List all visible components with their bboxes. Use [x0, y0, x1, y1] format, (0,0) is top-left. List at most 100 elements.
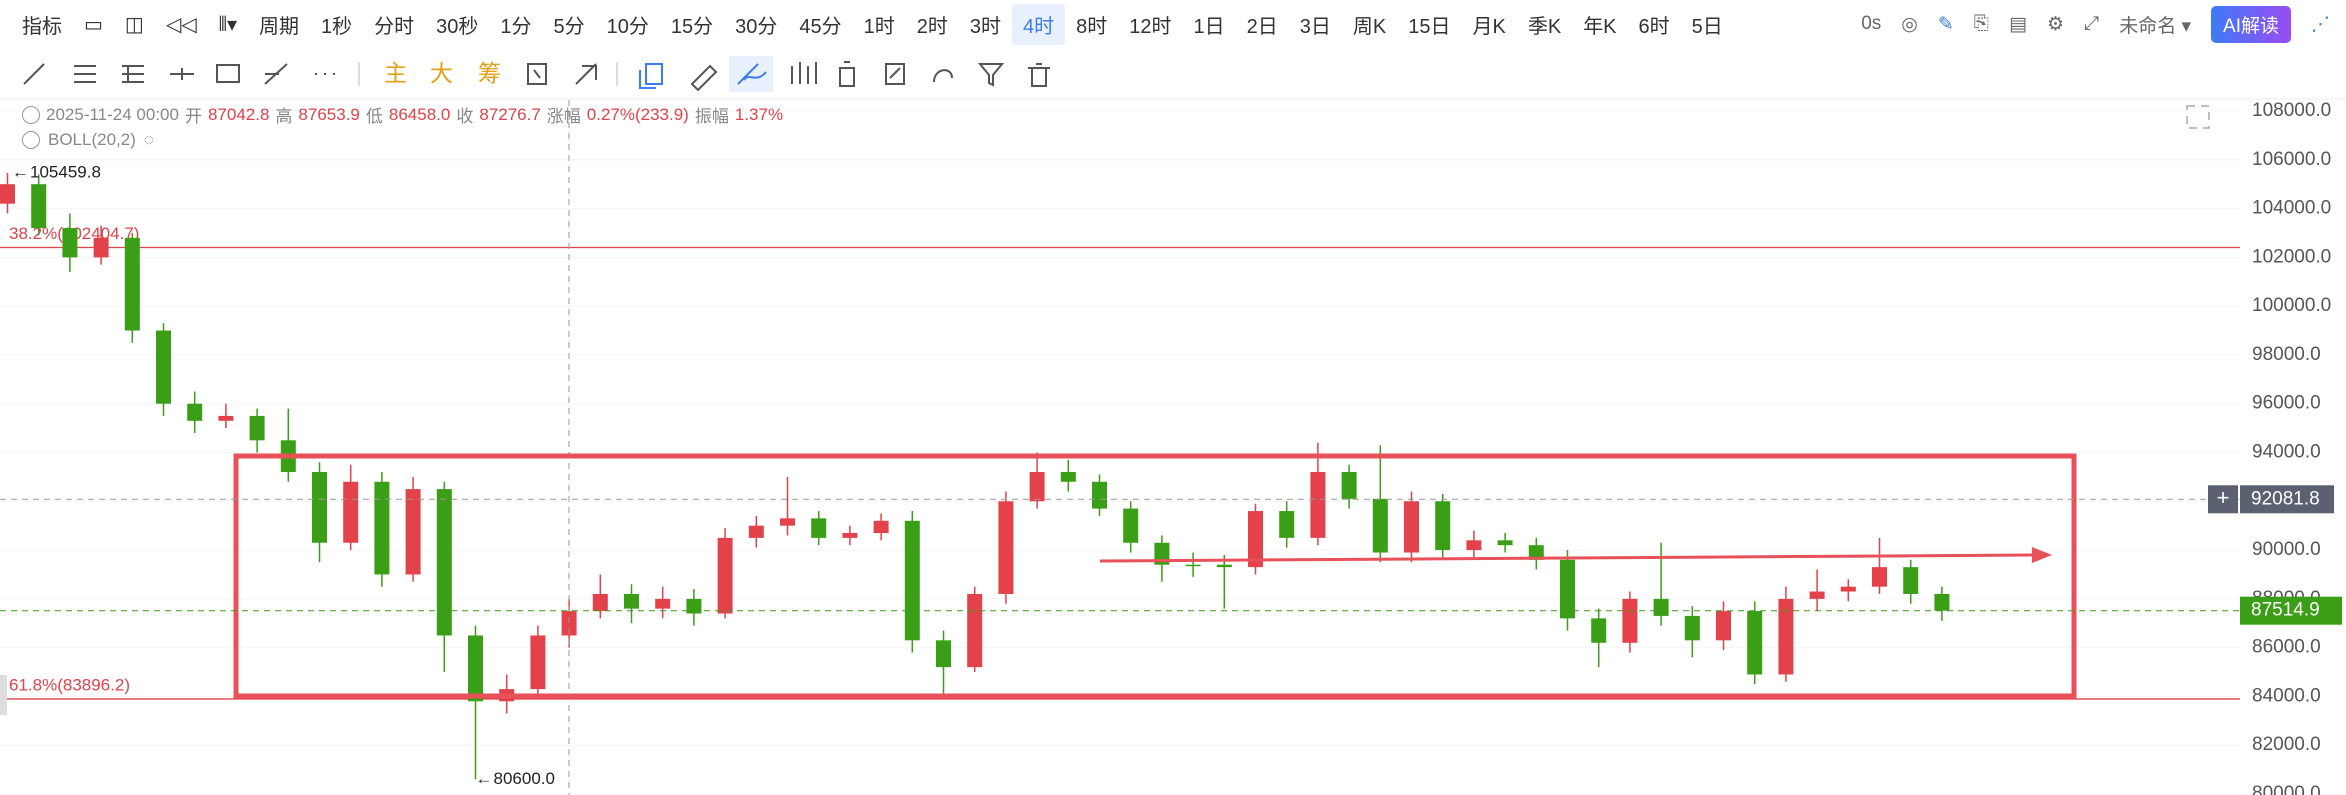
interval-button[interactable]: 1时: [863, 15, 895, 38]
fib-label: 61.8%(83896.2): [9, 675, 130, 694]
interval-button[interactable]: 5日: [1691, 15, 1723, 38]
icon-button[interactable]: ⎘: [1973, 13, 1989, 34]
indicator-button[interactable]: 指标: [22, 15, 62, 38]
icon-button[interactable]: ⚙: [2046, 13, 2064, 35]
interval-button[interactable]: 45分: [799, 15, 842, 38]
icon-button[interactable]: ◎: [1901, 13, 1918, 35]
brush-tool[interactable]: [737, 63, 767, 85]
trend-arrow[interactable]: [1099, 553, 2036, 563]
filter-tool[interactable]: [977, 63, 1005, 87]
ai-button[interactable]: AI解读: [2211, 5, 2291, 43]
y-tick-label: 104000.0: [2252, 198, 2331, 219]
interval-list: 1秒 分时 30秒 1分 5分 10分 15分 30分 45分 1时 2时 3时 4时 8时 12时 1日 2日…: [310, 3, 1734, 45]
candle-body: [780, 518, 795, 526]
large-tool[interactable]: 大: [430, 60, 453, 86]
layout-name[interactable]: 未命名 ▾: [2119, 15, 2192, 37]
y-tick-label: 102000.0: [2252, 246, 2331, 267]
interval-button[interactable]: 3日: [1299, 15, 1331, 38]
candle-body: [1497, 540, 1513, 546]
label: 高: [275, 107, 293, 126]
candle-body: [1029, 472, 1045, 502]
interval-button[interactable]: 年K: [1583, 15, 1617, 38]
interval-button[interactable]: 分时: [374, 15, 415, 38]
parallel-tool[interactable]: [74, 65, 96, 83]
icon-button[interactable]: ▭: [84, 13, 103, 36]
range-box[interactable]: [233, 453, 2077, 699]
arrow: ←: [476, 769, 493, 788]
max-label: 105459.8: [30, 162, 101, 181]
tool-e[interactable]: [885, 63, 905, 85]
interval-button[interactable]: 季K: [1527, 15, 1562, 38]
collapse-icon[interactable]: [22, 105, 40, 124]
chips-tool[interactable]: 筹: [478, 60, 501, 86]
interval-button[interactable]: 15分: [670, 15, 714, 38]
main-tool[interactable]: 主: [384, 60, 407, 86]
candle-body: [1716, 611, 1731, 641]
min-label: 80600.0: [494, 769, 555, 788]
tool-d[interactable]: [839, 61, 855, 87]
interval-button[interactable]: 30分: [735, 15, 778, 38]
interval-button[interactable]: 1分: [500, 15, 532, 38]
candle-body: [748, 525, 764, 538]
visibility-icon[interactable]: ◌: [143, 130, 154, 149]
fullscreen-icon[interactable]: [2186, 105, 2210, 129]
icon-button[interactable]: ▤: [2009, 13, 2027, 35]
value: 87653.9: [298, 104, 360, 124]
line-tool[interactable]: [23, 63, 45, 85]
datetime: 2025-11-24 00:00: [46, 104, 179, 124]
candle-body: [62, 228, 78, 258]
crosshair-plus-box[interactable]: [2208, 485, 2238, 514]
share-icon[interactable]: ⋰: [2311, 13, 2330, 35]
rect-tool[interactable]: [216, 64, 240, 83]
candle-body: [1653, 598, 1669, 616]
interval-button[interactable]: 12时: [1129, 15, 1172, 38]
y-tick-label: 86000.0: [2252, 637, 2321, 658]
interval-button[interactable]: 周K: [1352, 15, 1387, 38]
candle-body: [31, 184, 47, 229]
interval-button[interactable]: 15日: [1408, 15, 1451, 38]
channel-tool[interactable]: [122, 65, 144, 83]
candle-body: [1591, 618, 1607, 643]
collapse-icon[interactable]: [22, 131, 40, 149]
icon-button[interactable]: ⤢: [2084, 13, 2100, 34]
candle-body: [592, 593, 608, 612]
interval-button[interactable]: 月K: [1472, 15, 1506, 38]
candle-body: [374, 481, 390, 575]
interval-button[interactable]: 5分: [553, 15, 585, 38]
candle-body: [1404, 501, 1419, 553]
interval-button[interactable]: 3时: [969, 15, 1002, 38]
tool-c[interactable]: [639, 63, 663, 89]
fib-tool[interactable]: [264, 63, 288, 85]
candle-body: [1341, 472, 1357, 499]
layout-name-text: 未命名: [2119, 15, 2177, 37]
interval-button[interactable]: 6时: [1638, 15, 1670, 38]
interval-button[interactable]: 8时: [1076, 15, 1108, 38]
tool-b[interactable]: [575, 63, 597, 85]
hline-tool[interactable]: [170, 68, 194, 80]
ohlc-info: 2025-11-24 00:00 开 87042.8 高 87653.9 低 8645…: [22, 102, 783, 127]
period-button[interactable]: 周期: [259, 15, 300, 38]
candle-body: [468, 635, 483, 702]
interval-button[interactable]: 1秒: [321, 15, 353, 38]
icon-button[interactable]: ◁◁: [165, 13, 197, 36]
tool-a[interactable]: [527, 63, 547, 85]
delete-tool[interactable]: [1028, 63, 1050, 87]
interval-button[interactable]: 30秒: [436, 15, 479, 38]
candle-tool[interactable]: [791, 62, 817, 84]
ruler-tool[interactable]: [690, 64, 718, 92]
interval-button[interactable]: 2日: [1246, 15, 1278, 38]
interval-button[interactable]: 4时: [1012, 3, 1066, 45]
y-tick-label: 100000.0: [2252, 295, 2331, 316]
tool-f[interactable]: [933, 69, 953, 83]
icon-button[interactable]: ⫴▾: [218, 13, 238, 36]
icon-button[interactable]: ◫: [124, 13, 144, 36]
side-tab[interactable]: [0, 675, 7, 715]
candle-body: [904, 520, 920, 641]
icon-button[interactable]: ✎: [1937, 13, 1954, 35]
interval-button[interactable]: 10分: [606, 15, 649, 38]
interval-button[interactable]: 2时: [916, 15, 948, 38]
candle-body: [1466, 540, 1482, 551]
y-tick-label: 106000.0: [2252, 149, 2331, 170]
interval-button[interactable]: 1日: [1193, 15, 1225, 38]
